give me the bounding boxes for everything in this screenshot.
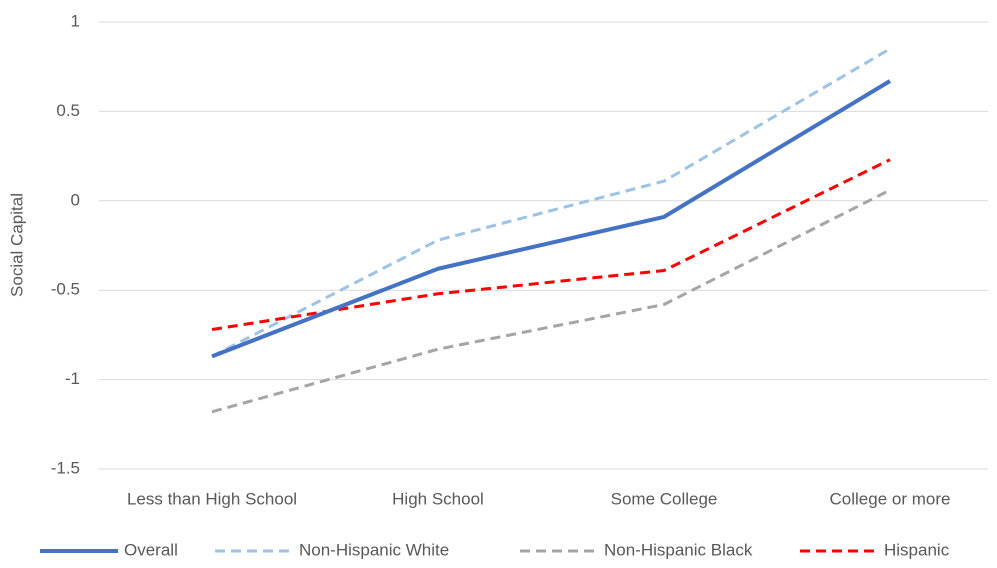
y-tick-label: -0.5 [51, 280, 80, 299]
y-tick-label: 0 [71, 190, 80, 209]
x-tick-label: College or more [830, 489, 951, 508]
x-tick-label: High School [392, 489, 484, 508]
legend-label: Non-Hispanic White [299, 540, 449, 559]
y-tick-label: 1 [71, 11, 80, 30]
series-line [211, 79, 892, 359]
legend-label: Overall [124, 540, 178, 559]
y-tick-label: -1 [65, 369, 80, 388]
x-tick-label: Less than High School [127, 489, 297, 508]
series-line [211, 188, 891, 414]
y-tick-label: -1.5 [51, 458, 80, 477]
series-line [211, 47, 891, 358]
y-tick-label: 0.5 [56, 101, 80, 120]
legend-label: Hispanic [884, 540, 950, 559]
y-axis-label: Social Capital [7, 193, 26, 297]
x-tick-label: Some College [611, 489, 718, 508]
legend-label: Non-Hispanic Black [604, 540, 753, 559]
